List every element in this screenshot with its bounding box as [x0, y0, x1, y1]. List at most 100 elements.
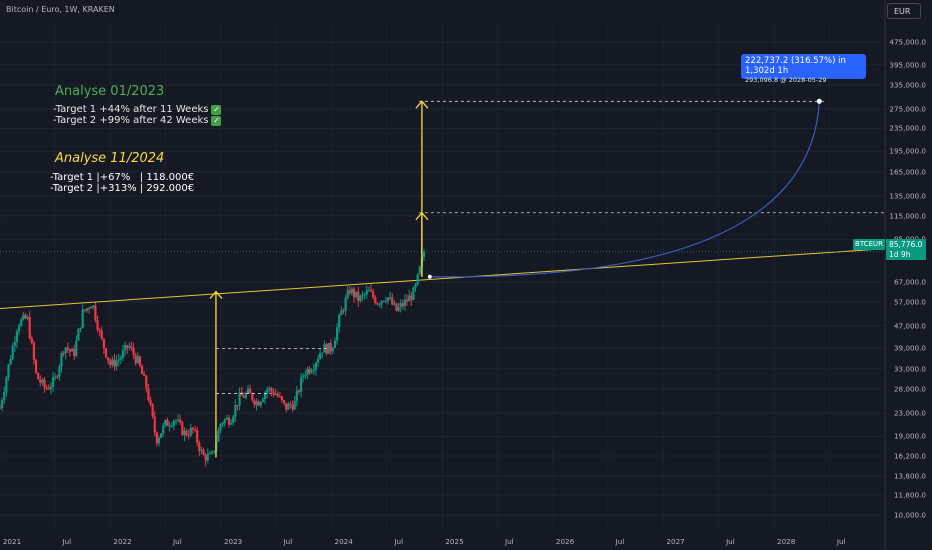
candle — [126, 345, 129, 348]
y-tick-label: 335,000.0 — [889, 80, 926, 90]
x-tick-label: 2023 — [223, 537, 243, 546]
y-tick-label: 28,000.0 — [893, 384, 926, 394]
candle — [162, 425, 165, 434]
candle — [198, 442, 201, 452]
candle — [412, 287, 415, 300]
y-tick-label: 10,000.0 — [893, 510, 926, 520]
candle — [17, 325, 21, 332]
candle — [132, 347, 135, 355]
candle — [219, 424, 222, 431]
x-tick-label: 2028 — [776, 537, 796, 546]
projection-tooltip: 222,737.2 (316.57%) in 1,302d 1h 293,096… — [741, 54, 866, 84]
candle — [32, 343, 36, 360]
last-price: 85,776.0 — [889, 240, 923, 249]
candle — [386, 297, 390, 301]
candle — [352, 288, 356, 297]
candle — [244, 393, 248, 398]
candle — [367, 290, 371, 292]
projection-endpoint — [816, 98, 822, 104]
candle — [1, 400, 4, 408]
candle — [56, 376, 59, 378]
currency-button[interactable]: EUR — [887, 3, 921, 19]
candle — [308, 368, 311, 373]
candle — [225, 417, 228, 420]
candle — [251, 393, 254, 401]
candle — [210, 452, 214, 454]
candle — [22, 314, 25, 320]
candle — [102, 338, 105, 349]
candle — [151, 404, 154, 417]
candle — [232, 416, 235, 423]
candle — [208, 453, 211, 455]
candle — [128, 346, 131, 348]
candle — [268, 388, 271, 390]
candle — [270, 388, 273, 392]
arrow-head — [415, 100, 429, 109]
candle — [238, 392, 241, 406]
projection-change: 222,737.2 (316.57%) in 1,302d 1h — [745, 56, 846, 76]
candle — [157, 437, 161, 444]
projection-target: 293,096.8 @ 2028-05-29 — [745, 76, 827, 84]
candle — [49, 386, 52, 390]
candle — [325, 344, 328, 354]
candle — [405, 299, 409, 302]
candle — [200, 450, 203, 452]
candle — [179, 419, 182, 423]
candle — [342, 310, 345, 312]
candle — [183, 430, 186, 436]
candle — [359, 295, 362, 301]
candle — [266, 389, 269, 393]
candle — [397, 307, 400, 311]
candle — [134, 354, 137, 363]
x-tick-label: Jul — [62, 537, 72, 546]
bar-countdown: 1d 9h — [889, 250, 911, 259]
candle — [276, 393, 279, 397]
chart-title: Bitcoin / Euro, 1W, KRAKEN — [6, 5, 115, 14]
last-price-tag: 85,776.0 1d 9h — [886, 239, 926, 260]
x-tick-label: Jul — [504, 537, 514, 546]
candle — [11, 345, 14, 360]
candle — [365, 290, 368, 295]
y-tick-label: 195,000.0 — [889, 146, 926, 156]
candle — [191, 427, 195, 430]
y-tick-label: 275,000.0 — [889, 104, 926, 114]
candle — [30, 338, 33, 344]
candle — [291, 405, 294, 410]
x-tick-label: 2021 — [2, 537, 22, 546]
x-tick-label: 2022 — [113, 537, 132, 546]
candle — [181, 422, 184, 436]
candle — [143, 374, 146, 376]
candle — [145, 375, 148, 389]
x-tick-label: Jul — [173, 537, 182, 546]
y-tick-label: 23,000.0 — [893, 408, 926, 418]
x-tick-label: 2026 — [555, 537, 575, 546]
candle — [172, 420, 175, 426]
candle — [355, 291, 358, 297]
candle — [58, 366, 61, 377]
projection-curve — [429, 101, 820, 278]
candle — [51, 377, 55, 387]
candle — [253, 400, 256, 405]
candle — [274, 393, 277, 395]
candle — [206, 454, 209, 461]
candle — [15, 331, 19, 342]
candle — [299, 377, 303, 392]
check-icon: ✓ — [211, 104, 222, 115]
candle — [0, 407, 2, 409]
y-tick-label: 19,000.0 — [893, 431, 926, 441]
candle — [321, 352, 324, 354]
candle — [66, 347, 69, 350]
candle — [147, 388, 150, 401]
candle — [333, 340, 337, 349]
analysis-2023-lines: -Target 1 +44% after 11 Weeks ✓ -Target 2… — [53, 104, 222, 126]
candle — [202, 450, 205, 455]
candle — [395, 303, 398, 311]
candle — [13, 341, 16, 346]
candle — [204, 454, 207, 461]
candle — [363, 294, 366, 296]
candle — [357, 291, 360, 301]
candle — [278, 396, 281, 398]
analysis-2023-line: -Target 2 +99% after 42 Weeks ✓ — [53, 115, 222, 126]
candle — [138, 356, 142, 367]
